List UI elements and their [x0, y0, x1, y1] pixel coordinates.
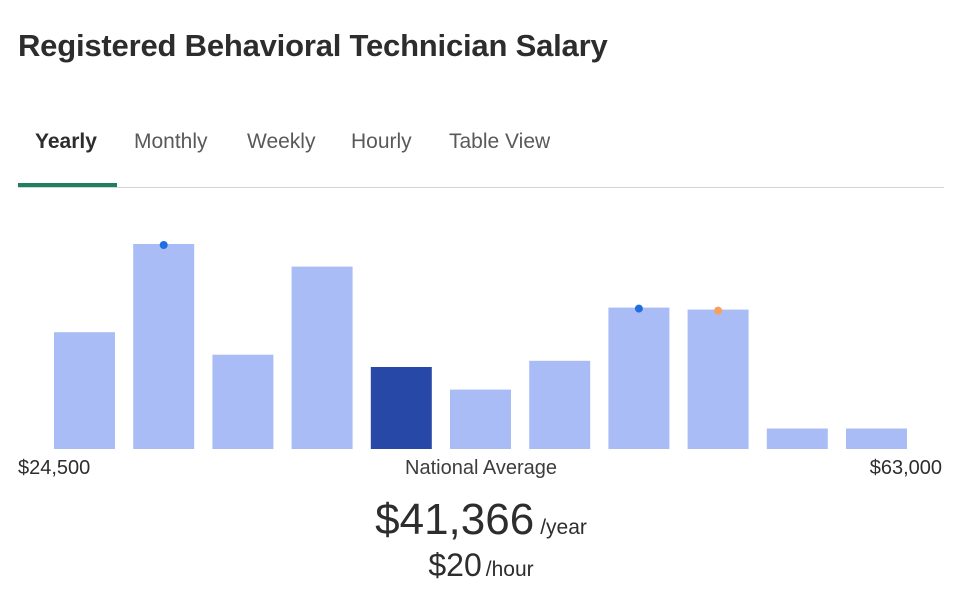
active-tab-indicator — [18, 183, 117, 187]
x-max-label: $63,000 — [869, 457, 942, 479]
yearly-salary-unit: /year — [540, 516, 587, 539]
x-min-label: $24,500 — [18, 457, 91, 479]
tab-yearly[interactable]: Yearly — [35, 130, 97, 153]
histogram-bar[interactable] — [846, 428, 907, 450]
yearly-salary-value: $41,366 — [375, 495, 535, 544]
national-average-label: National Average — [405, 457, 557, 479]
tab-divider — [18, 187, 944, 188]
tab-hourly[interactable]: Hourly — [351, 130, 412, 153]
histogram-bar[interactable] — [450, 389, 511, 449]
histogram-bar[interactable] — [133, 244, 195, 449]
histogram-bar[interactable] — [687, 309, 749, 449]
hourly-salary-value: $20 — [428, 547, 482, 583]
histogram-bar[interactable] — [529, 360, 591, 449]
yearly-salary: $41,366/year — [0, 495, 962, 545]
histogram-bar[interactable] — [766, 428, 828, 450]
hourly-salary-unit: /hour — [485, 558, 534, 581]
histogram-bar[interactable] — [291, 266, 353, 449]
page-title: Registered Behavioral Technician Salary — [18, 28, 608, 63]
histogram-bar[interactable] — [212, 354, 274, 449]
tab-monthly[interactable]: Monthly — [134, 130, 208, 153]
histogram-bar[interactable] — [608, 307, 670, 449]
salary-marker-dot — [714, 306, 723, 315]
salary-marker-dot — [159, 241, 168, 249]
tab-weekly[interactable]: Weekly — [247, 130, 316, 153]
hourly-salary: $20/hour — [0, 547, 962, 584]
salary-marker-dot — [634, 304, 643, 313]
histogram-bar[interactable] — [54, 332, 115, 449]
pay-period-tabs: Yearly Monthly Weekly Hourly Table View — [18, 120, 944, 188]
tab-table-view[interactable]: Table View — [449, 130, 551, 153]
histogram-bar[interactable] — [370, 367, 432, 449]
salary-histogram — [54, 241, 907, 450]
